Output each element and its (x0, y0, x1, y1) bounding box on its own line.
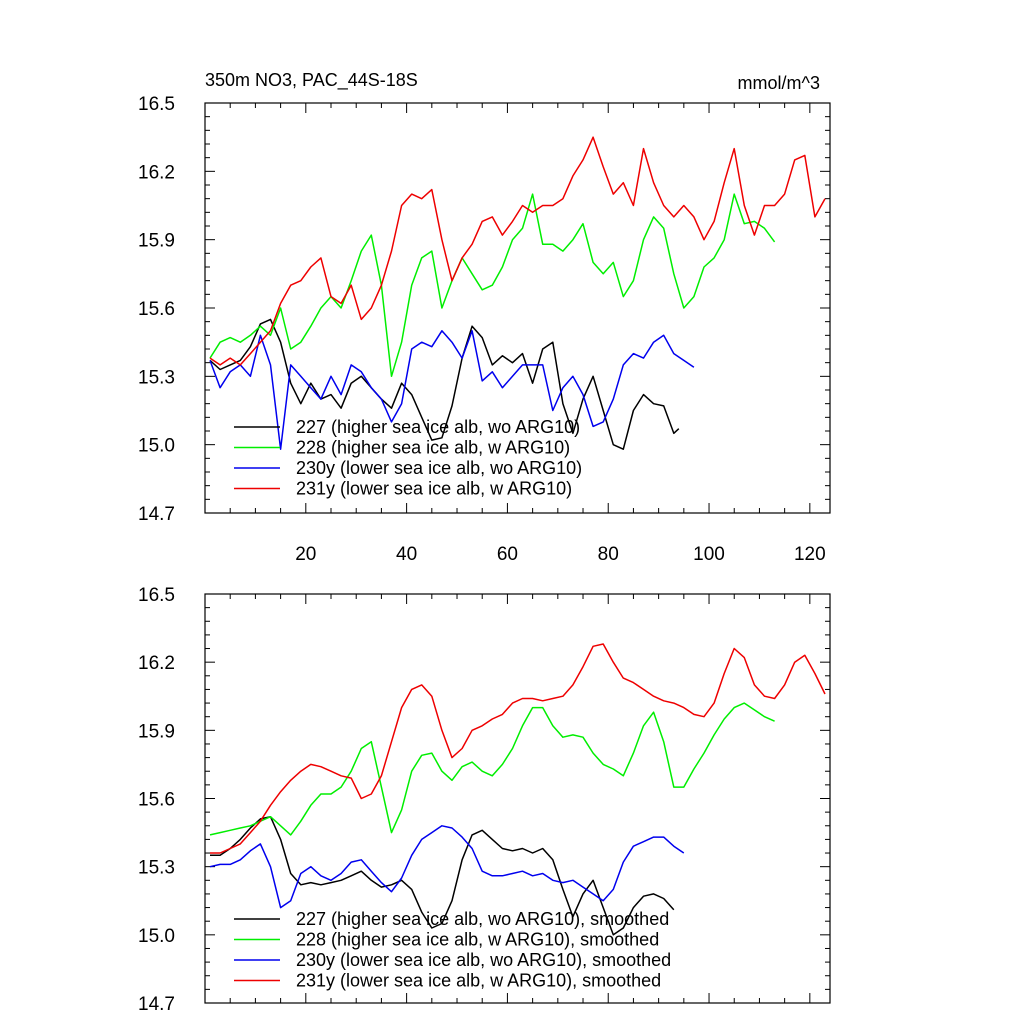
y-tick-label: 16.5 (138, 585, 175, 606)
y-tick-label: 14.7 (138, 994, 175, 1015)
legend-label: 227 (higher sea ice alb, wo ARG10), smoo… (296, 909, 669, 929)
y-tick-label: 15.9 (138, 721, 175, 742)
top-panel: 14.7 15.0 15.3 15.6 15.9 16.2 16.5 20 40 60 80 100 1… (138, 70, 831, 565)
chart-title: 350m NO3, PAC_44S-18S (205, 70, 418, 91)
legend-label: 228 (higher sea ice alb, w ARG10) (296, 438, 570, 458)
series-line-3 (209, 136, 826, 366)
y-tick-label: 15.6 (138, 790, 175, 811)
y-tick-label: 16.2 (138, 162, 175, 183)
x-tick-label: 100 (693, 544, 725, 565)
series-line-1 (209, 193, 776, 378)
legend-label: 230y (lower sea ice alb, wo ARG10), smoo… (296, 950, 671, 970)
y-tick-label: 15.0 (138, 436, 175, 457)
x-tick-label: 20 (295, 544, 316, 565)
legend-label: 231y (lower sea ice alb, w ARG10) (296, 479, 572, 499)
y-tick-label: 15.6 (138, 299, 175, 320)
y-tick-label: 15.3 (138, 367, 175, 388)
legend-label: 227 (higher sea ice alb, wo ARG10) (296, 417, 580, 437)
y-tick-label: 14.7 (138, 504, 175, 525)
series-line-0 (210, 815, 675, 936)
y-tick-label: 16.5 (138, 94, 175, 115)
units-label: mmol/m^3 (738, 73, 820, 93)
x-tick-label: 120 (794, 544, 826, 565)
x-tick-label: 80 (598, 544, 619, 565)
y-tick-label: 16.2 (138, 653, 175, 674)
series-line-2 (209, 330, 695, 450)
legend-label: 228 (higher sea ice alb, w ARG10), smoot… (296, 930, 659, 950)
series-line-3 (210, 643, 826, 854)
series-line-1 (209, 702, 775, 836)
series-line-2 (209, 825, 685, 909)
legend-label: 231y (lower sea ice alb, w ARG10), smoot… (296, 971, 661, 991)
y-tick-label: 15.0 (138, 926, 175, 947)
y-tick-label: 15.3 (138, 858, 175, 879)
x-tick-label: 60 (497, 544, 518, 565)
legend-label: 230y (lower sea ice alb, wo ARG10) (296, 458, 582, 478)
x-tick-label: 40 (396, 544, 417, 565)
bottom-panel: 14.7 15.0 15.3 15.6 15.9 16.2 16.5 227 (higher … (138, 585, 831, 1015)
y-tick-label: 15.9 (138, 231, 175, 252)
